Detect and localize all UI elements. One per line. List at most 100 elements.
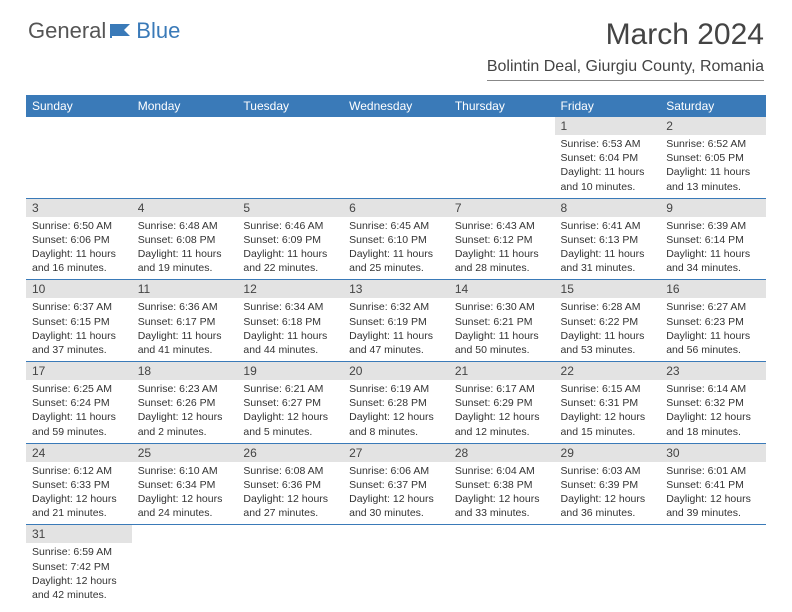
daylight-text: Daylight: 11 hours and 53 minutes. bbox=[561, 329, 655, 357]
calendar-day-cell: 1Sunrise: 6:53 AMSunset: 6:04 PMDaylight… bbox=[555, 117, 661, 198]
sunset-text: Sunset: 6:26 PM bbox=[138, 396, 232, 410]
day-details bbox=[132, 541, 238, 593]
dow-cell: Saturday bbox=[660, 95, 766, 117]
calendar-day-cell bbox=[132, 117, 238, 198]
sunrise-text: Sunrise: 6:46 AM bbox=[243, 219, 337, 233]
day-details: Sunrise: 6:08 AMSunset: 6:36 PMDaylight:… bbox=[237, 462, 343, 525]
daylight-text: Daylight: 11 hours and 10 minutes. bbox=[561, 165, 655, 193]
day-details: Sunrise: 6:50 AMSunset: 6:06 PMDaylight:… bbox=[26, 217, 132, 280]
sunrise-text: Sunrise: 6:32 AM bbox=[349, 300, 443, 314]
sunset-text: Sunset: 6:33 PM bbox=[32, 478, 126, 492]
day-details: Sunrise: 6:03 AMSunset: 6:39 PMDaylight:… bbox=[555, 462, 661, 525]
calendar-day-cell: 23Sunrise: 6:14 AMSunset: 6:32 PMDayligh… bbox=[660, 362, 766, 444]
calendar-day-cell: 14Sunrise: 6:30 AMSunset: 6:21 PMDayligh… bbox=[449, 280, 555, 362]
day-details: Sunrise: 6:59 AMSunset: 7:42 PMDaylight:… bbox=[26, 543, 132, 606]
sunrise-text: Sunrise: 6:25 AM bbox=[32, 382, 126, 396]
daylight-text: Daylight: 12 hours and 27 minutes. bbox=[243, 492, 337, 520]
sunrise-text: Sunrise: 6:48 AM bbox=[138, 219, 232, 233]
day-number: 29 bbox=[555, 444, 661, 462]
day-details: Sunrise: 6:12 AMSunset: 6:33 PMDaylight:… bbox=[26, 462, 132, 525]
daylight-text: Daylight: 11 hours and 25 minutes. bbox=[349, 247, 443, 275]
daylight-text: Daylight: 11 hours and 37 minutes. bbox=[32, 329, 126, 357]
day-details bbox=[555, 541, 661, 593]
day-number: 23 bbox=[660, 362, 766, 380]
calendar-day-cell: 30Sunrise: 6:01 AMSunset: 6:41 PMDayligh… bbox=[660, 443, 766, 525]
sunset-text: Sunset: 6:12 PM bbox=[455, 233, 549, 247]
sunset-text: Sunset: 7:42 PM bbox=[32, 560, 126, 574]
day-details: Sunrise: 6:28 AMSunset: 6:22 PMDaylight:… bbox=[555, 298, 661, 361]
daylight-text: Daylight: 12 hours and 8 minutes. bbox=[349, 410, 443, 438]
day-number: 19 bbox=[237, 362, 343, 380]
sunset-text: Sunset: 6:31 PM bbox=[561, 396, 655, 410]
dow-cell: Thursday bbox=[449, 95, 555, 117]
day-details: Sunrise: 6:25 AMSunset: 6:24 PMDaylight:… bbox=[26, 380, 132, 443]
day-details bbox=[343, 541, 449, 593]
calendar-day-cell bbox=[343, 525, 449, 606]
sunset-text: Sunset: 6:14 PM bbox=[666, 233, 760, 247]
dow-cell: Sunday bbox=[26, 95, 132, 117]
calendar-day-cell bbox=[237, 117, 343, 198]
daylight-text: Daylight: 11 hours and 41 minutes. bbox=[138, 329, 232, 357]
sunrise-text: Sunrise: 6:01 AM bbox=[666, 464, 760, 478]
day-details: Sunrise: 6:39 AMSunset: 6:14 PMDaylight:… bbox=[660, 217, 766, 280]
sunrise-text: Sunrise: 6:28 AM bbox=[561, 300, 655, 314]
calendar-week-row: 10Sunrise: 6:37 AMSunset: 6:15 PMDayligh… bbox=[26, 280, 766, 362]
sunset-text: Sunset: 6:15 PM bbox=[32, 315, 126, 329]
day-details bbox=[26, 133, 132, 185]
dow-cell: Wednesday bbox=[343, 95, 449, 117]
day-number bbox=[26, 117, 132, 133]
sunrise-text: Sunrise: 6:17 AM bbox=[455, 382, 549, 396]
day-number bbox=[449, 117, 555, 133]
flag-icon bbox=[110, 18, 132, 44]
day-details: Sunrise: 6:36 AMSunset: 6:17 PMDaylight:… bbox=[132, 298, 238, 361]
sunset-text: Sunset: 6:24 PM bbox=[32, 396, 126, 410]
daylight-text: Daylight: 12 hours and 5 minutes. bbox=[243, 410, 337, 438]
day-details: Sunrise: 6:27 AMSunset: 6:23 PMDaylight:… bbox=[660, 298, 766, 361]
day-number: 31 bbox=[26, 525, 132, 543]
day-details: Sunrise: 6:46 AMSunset: 6:09 PMDaylight:… bbox=[237, 217, 343, 280]
title-block: March 2024 Bolintin Deal, Giurgiu County… bbox=[487, 18, 764, 81]
sunrise-text: Sunrise: 6:03 AM bbox=[561, 464, 655, 478]
day-number bbox=[132, 525, 238, 541]
calendar-day-cell: 6Sunrise: 6:45 AMSunset: 6:10 PMDaylight… bbox=[343, 198, 449, 280]
calendar-day-cell: 10Sunrise: 6:37 AMSunset: 6:15 PMDayligh… bbox=[26, 280, 132, 362]
day-details: Sunrise: 6:10 AMSunset: 6:34 PMDaylight:… bbox=[132, 462, 238, 525]
sunrise-text: Sunrise: 6:12 AM bbox=[32, 464, 126, 478]
calendar-day-cell: 15Sunrise: 6:28 AMSunset: 6:22 PMDayligh… bbox=[555, 280, 661, 362]
daylight-text: Daylight: 12 hours and 15 minutes. bbox=[561, 410, 655, 438]
day-number: 16 bbox=[660, 280, 766, 298]
day-number: 22 bbox=[555, 362, 661, 380]
sunset-text: Sunset: 6:32 PM bbox=[666, 396, 760, 410]
sunset-text: Sunset: 6:04 PM bbox=[561, 151, 655, 165]
day-number: 30 bbox=[660, 444, 766, 462]
calendar-day-cell: 20Sunrise: 6:19 AMSunset: 6:28 PMDayligh… bbox=[343, 362, 449, 444]
day-number: 25 bbox=[132, 444, 238, 462]
daylight-text: Daylight: 11 hours and 31 minutes. bbox=[561, 247, 655, 275]
daylight-text: Daylight: 11 hours and 44 minutes. bbox=[243, 329, 337, 357]
calendar-day-cell bbox=[555, 525, 661, 606]
daylight-text: Daylight: 11 hours and 19 minutes. bbox=[138, 247, 232, 275]
day-of-week-row: Sunday Monday Tuesday Wednesday Thursday… bbox=[26, 95, 766, 117]
sunset-text: Sunset: 6:10 PM bbox=[349, 233, 443, 247]
sunrise-text: Sunrise: 6:45 AM bbox=[349, 219, 443, 233]
daylight-text: Daylight: 12 hours and 2 minutes. bbox=[138, 410, 232, 438]
sunset-text: Sunset: 6:22 PM bbox=[561, 315, 655, 329]
day-number: 7 bbox=[449, 199, 555, 217]
day-details: Sunrise: 6:37 AMSunset: 6:15 PMDaylight:… bbox=[26, 298, 132, 361]
calendar-day-cell: 5Sunrise: 6:46 AMSunset: 6:09 PMDaylight… bbox=[237, 198, 343, 280]
daylight-text: Daylight: 11 hours and 34 minutes. bbox=[666, 247, 760, 275]
calendar-day-cell: 8Sunrise: 6:41 AMSunset: 6:13 PMDaylight… bbox=[555, 198, 661, 280]
day-number: 12 bbox=[237, 280, 343, 298]
calendar-day-cell bbox=[449, 117, 555, 198]
calendar-day-cell: 16Sunrise: 6:27 AMSunset: 6:23 PMDayligh… bbox=[660, 280, 766, 362]
calendar-day-cell: 9Sunrise: 6:39 AMSunset: 6:14 PMDaylight… bbox=[660, 198, 766, 280]
day-number bbox=[343, 117, 449, 133]
calendar-day-cell: 31Sunrise: 6:59 AMSunset: 7:42 PMDayligh… bbox=[26, 525, 132, 606]
day-details: Sunrise: 6:53 AMSunset: 6:04 PMDaylight:… bbox=[555, 135, 661, 198]
sunrise-text: Sunrise: 6:59 AM bbox=[32, 545, 126, 559]
logo-text-blue: Blue bbox=[136, 18, 180, 44]
calendar-day-cell: 11Sunrise: 6:36 AMSunset: 6:17 PMDayligh… bbox=[132, 280, 238, 362]
daylight-text: Daylight: 11 hours and 50 minutes. bbox=[455, 329, 549, 357]
calendar-week-row: 3Sunrise: 6:50 AMSunset: 6:06 PMDaylight… bbox=[26, 198, 766, 280]
day-number bbox=[132, 117, 238, 133]
